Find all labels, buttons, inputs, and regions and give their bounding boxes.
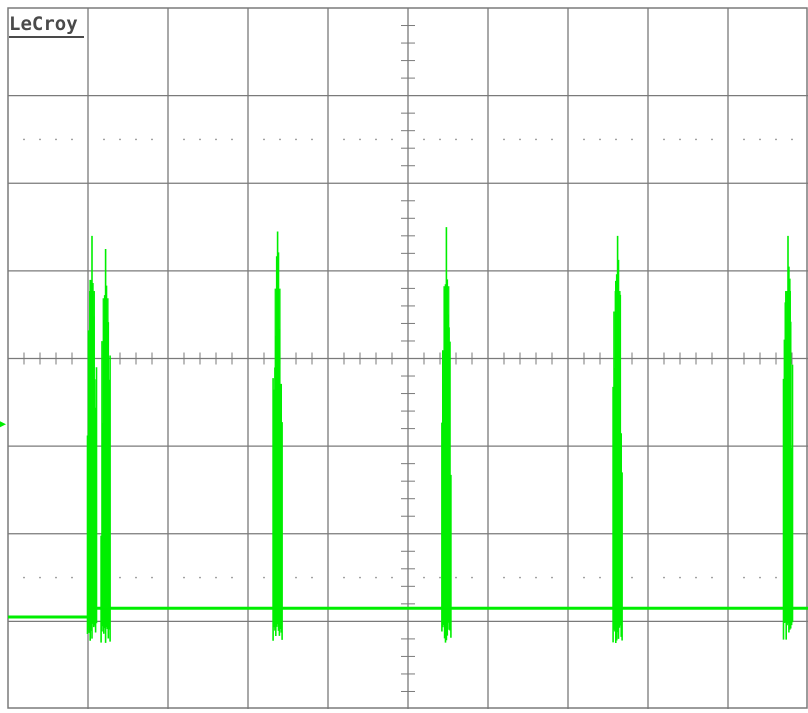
trace-burst xyxy=(441,227,452,643)
grid-guide-dot xyxy=(791,138,793,141)
grid-guide-dot xyxy=(391,576,393,579)
grid-guide-dot xyxy=(311,576,313,579)
grid-guide-dot xyxy=(135,576,137,579)
grid-guide-dot xyxy=(343,138,345,141)
grid-guide-dot xyxy=(439,138,441,141)
grid-guide-dot xyxy=(343,576,345,579)
grid-guide-dot xyxy=(215,138,217,141)
grid-guide-dot xyxy=(231,138,233,141)
channel-trace xyxy=(8,227,808,644)
grid-guide-dot xyxy=(599,576,601,579)
grid-guide-dot xyxy=(455,576,457,579)
grid-guide-dot xyxy=(391,138,393,141)
grid-guide-dot xyxy=(615,138,617,141)
grid-guide-dot xyxy=(695,138,697,141)
grid-guide-dot xyxy=(455,138,457,141)
trace-burst-core xyxy=(89,291,95,609)
grid-guide-dot xyxy=(135,138,137,141)
grid-guide-dot xyxy=(743,576,745,579)
grid-guide-dot xyxy=(103,138,105,141)
grid-guide-dot xyxy=(471,576,473,579)
grid-guide-dot xyxy=(695,576,697,579)
grid-guide-dot xyxy=(199,576,201,579)
grid-guide-dot xyxy=(535,138,537,141)
grid-guide-dot xyxy=(119,138,121,141)
grid-guide-dot xyxy=(23,138,25,141)
trace-burst xyxy=(100,248,111,643)
grid-guide-dot xyxy=(183,138,185,141)
grid-guide-dot xyxy=(775,576,777,579)
grid-guide-dot xyxy=(679,576,681,579)
ground-marker xyxy=(0,421,6,428)
trace-burst-core xyxy=(102,298,109,609)
grid-guide-dot xyxy=(535,576,537,579)
grid-guide-dot xyxy=(759,576,761,579)
grid-guide-dot xyxy=(359,576,361,579)
grid-guide-dot xyxy=(519,138,521,141)
grid-guide-dot xyxy=(599,138,601,141)
grid-guide-dot xyxy=(375,576,377,579)
grid-guide-dot xyxy=(55,576,57,579)
grid-guide-dot xyxy=(263,576,265,579)
grid-guide-dot xyxy=(631,138,633,141)
grid-guide-dot xyxy=(231,576,233,579)
grid-guide-dot xyxy=(263,138,265,141)
grid-guide-dot xyxy=(55,138,57,141)
grid-guide-dot xyxy=(119,576,121,579)
grid-guide-dot xyxy=(39,138,41,141)
lecroy-logo: LeCroy xyxy=(9,13,78,35)
grid-guide-dot xyxy=(743,138,745,141)
grid-guide-dot xyxy=(583,138,585,141)
grid-guide-dot xyxy=(663,138,665,141)
grid-guide-dot xyxy=(583,576,585,579)
grid-guide-dot xyxy=(423,138,425,141)
grid-guide-dot xyxy=(423,576,425,579)
trace-burst xyxy=(86,235,98,641)
grid-guide-dot xyxy=(23,576,25,579)
grid-guide-dot xyxy=(279,138,281,141)
trace-burst-core xyxy=(614,291,621,609)
ground-level-marker xyxy=(0,421,6,428)
trace-burst xyxy=(782,235,794,640)
grid-guide-dot xyxy=(663,576,665,579)
grid-guide-dot xyxy=(359,138,361,141)
grid-guide-dot xyxy=(183,576,185,579)
trace-burst xyxy=(272,231,283,641)
grid-guide-dot xyxy=(295,138,297,141)
grid-guide-dot xyxy=(503,576,505,579)
grid-guide-dot xyxy=(215,576,217,579)
grid-guide-dot xyxy=(519,576,521,579)
grid-guide-dot xyxy=(759,138,761,141)
grid-guide-dot xyxy=(71,138,73,141)
trace-burst-core xyxy=(274,288,281,609)
grid-guide-dot xyxy=(631,576,633,579)
grid-guide-dot xyxy=(71,576,73,579)
grid-guide-dot xyxy=(39,576,41,579)
grid-guide-dot xyxy=(775,138,777,141)
grid-guide-dot xyxy=(439,576,441,579)
grid-guide-dot xyxy=(295,576,297,579)
trace-burst xyxy=(612,235,623,644)
grid-guide-dot xyxy=(375,138,377,141)
grid-guide-dot xyxy=(151,138,153,141)
grid-guide-dot xyxy=(311,138,313,141)
grid-guide-dot xyxy=(551,576,553,579)
trace-burst-core xyxy=(785,291,791,609)
trace-burst-core xyxy=(443,286,450,609)
grid-guide-dot xyxy=(711,576,713,579)
grid-guide-dot xyxy=(199,138,201,141)
grid-guide-dot xyxy=(471,138,473,141)
grid-guide-dot xyxy=(679,138,681,141)
grid-guide-dot xyxy=(711,138,713,141)
graticule xyxy=(7,7,808,709)
grid-guide-dot xyxy=(551,138,553,141)
grid-guide-dot xyxy=(151,576,153,579)
grid-guide-dot xyxy=(503,138,505,141)
